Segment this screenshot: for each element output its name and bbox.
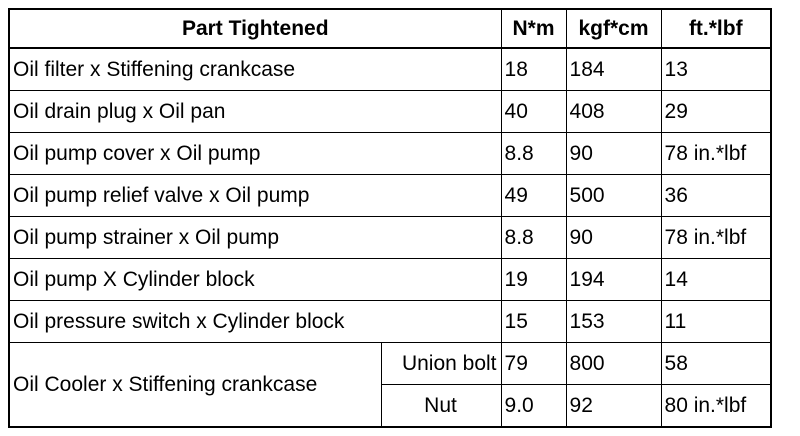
- value-cell: 79: [500, 342, 567, 385]
- table-row: Oil pump strainer x Oil pump 8.8 90 78 in.*…: [8, 216, 772, 259]
- value-cell: 15: [500, 300, 567, 343]
- value-cell: 90: [565, 132, 662, 175]
- part-cell: Oil pressure switch x Cylinder block: [8, 300, 502, 343]
- table-row: Oil pressure switch x Cylinder block 15 15…: [8, 300, 772, 343]
- table-row: Oil drain plug x Oil pan 40 408 29: [8, 90, 772, 133]
- part-cell: Oil pump relief valve x Oil pump: [8, 174, 502, 217]
- value-cell: 80 in.*lbf: [660, 384, 772, 428]
- table-row: Oil pump relief valve x Oil pump 49 500 36: [8, 174, 772, 217]
- value-cell: 153: [565, 300, 662, 343]
- value-cell: 78 in.*lbf: [660, 216, 772, 259]
- value-cell: 800: [565, 342, 662, 385]
- value-cell: 184: [565, 47, 662, 91]
- value-cell: 11: [660, 300, 772, 343]
- value-cell: 8.8: [500, 132, 567, 175]
- value-cell: 29: [660, 90, 772, 133]
- group-row: Oil Cooler x Stiffening crankcase Union …: [8, 342, 772, 428]
- value-cell: 58: [660, 342, 772, 385]
- table-row: Oil pump X Cylinder block 19 194 14: [8, 258, 772, 301]
- header-cell: ft.*lbf: [660, 8, 772, 49]
- value-cell: 92: [565, 384, 662, 428]
- value-cell: 49: [500, 174, 567, 217]
- value-cell: 36: [660, 174, 772, 217]
- value-cell: 194: [565, 258, 662, 301]
- value-cell: 19: [500, 258, 567, 301]
- part-cell: Oil drain plug x Oil pan: [8, 90, 502, 133]
- header-row: Part Tightened N*m kgf*cm ft.*lbf: [8, 8, 772, 49]
- group-row: Nut 9.0 92 80 in.*lbf: [9, 384, 772, 428]
- header-cell: Part Tightened: [8, 8, 502, 49]
- table-row: Oil pump cover x Oil pump 8.8 90 78 in.*lbf: [8, 132, 772, 175]
- value-cell: 90: [565, 216, 662, 259]
- sub-part-cell: Nut: [380, 384, 502, 428]
- value-cell: 40: [500, 90, 567, 133]
- header-cell: N*m: [500, 8, 567, 49]
- torque-table: Part Tightened N*m kgf*cm ft.*lbf Oil fi…: [8, 8, 773, 428]
- value-cell: 14: [660, 258, 772, 301]
- value-cell: 8.8: [500, 216, 567, 259]
- value-cell: 9.0: [500, 384, 567, 428]
- value-cell: 408: [565, 90, 662, 133]
- value-cell: 18: [500, 47, 567, 91]
- part-cell: Oil pump X Cylinder block: [8, 258, 502, 301]
- part-cell: Oil pump strainer x Oil pump: [8, 216, 502, 259]
- part-cell: Oil filter x Stiffening crankcase: [8, 47, 502, 91]
- part-cell: Oil pump cover x Oil pump: [8, 132, 502, 175]
- value-cell: 78 in.*lbf: [660, 132, 772, 175]
- table-row: Oil filter x Stiffening crankcase 18 184 13: [8, 47, 772, 91]
- header-cell: kgf*cm: [565, 8, 662, 49]
- table-body: Oil filter x Stiffening crankcase 18 184 13…: [8, 47, 772, 428]
- value-cell: 500: [565, 174, 662, 217]
- value-cell: 13: [660, 47, 772, 91]
- part-cell: Oil Cooler x Stiffening crankcase: [8, 342, 382, 428]
- sub-part-cell: Union bolt: [380, 342, 502, 385]
